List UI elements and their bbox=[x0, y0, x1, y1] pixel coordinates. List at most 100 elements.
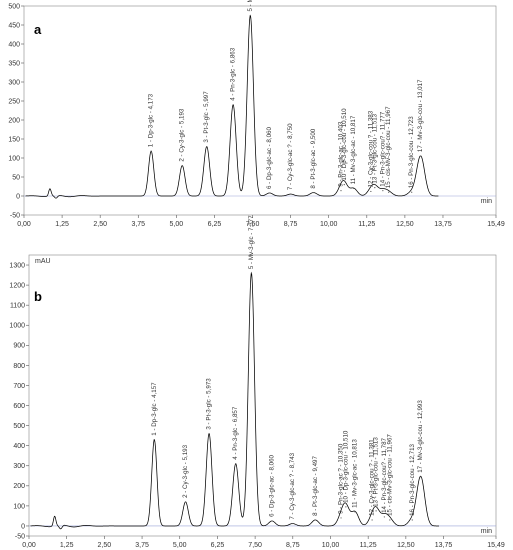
peak-marker bbox=[353, 187, 355, 189]
peak-label: 8 - Pt-3-glc-ac - 9,500 bbox=[310, 128, 317, 188]
x-tick-label: 10,00 bbox=[320, 221, 338, 228]
x-tick-label: 0,00 bbox=[22, 542, 36, 549]
y-tick-label: 400 bbox=[8, 41, 20, 48]
peak-label: 11 - Mv-3-glc-ac - 10,813 bbox=[352, 439, 359, 508]
peak-label: 1 - Dp-3-glc - 4,157 bbox=[151, 382, 158, 436]
peak-marker bbox=[340, 517, 342, 519]
peak-marker bbox=[374, 187, 376, 189]
y-tick-label: 400 bbox=[13, 443, 25, 450]
peak-marker bbox=[271, 520, 273, 522]
peak-label: 15 - cis-Mv-3-glc-cou - 11,967 bbox=[385, 106, 392, 188]
peak-label: 6 - Dp-3-glc-ac - 8,060 bbox=[269, 454, 276, 516]
x-tick-label: 11,25 bbox=[360, 542, 377, 549]
peak-label: 11 - Mv-3-glc-ac - 10,817 bbox=[350, 115, 357, 184]
y-tick-label: 50 bbox=[12, 174, 20, 181]
peak-label: 12 - Cy-3-glc-cou ? - 11,381 bbox=[369, 439, 376, 516]
y-tick-label: 250 bbox=[8, 98, 20, 105]
x-tick-label: 5,00 bbox=[170, 221, 184, 228]
peak-marker bbox=[208, 433, 210, 435]
y-tick-label: 900 bbox=[13, 343, 25, 350]
peak-marker bbox=[232, 104, 234, 106]
y-tick-label: 1100 bbox=[10, 303, 25, 310]
peak-marker bbox=[420, 155, 422, 157]
peak-label: 1 - Dp-3-glc - 4,173 bbox=[148, 93, 155, 147]
peak-marker bbox=[388, 191, 390, 193]
peak-marker bbox=[411, 191, 413, 193]
peak-label: 7 - Cy-3-glc-ac ? - 8,743 bbox=[289, 452, 296, 519]
peak-marker bbox=[249, 14, 251, 17]
y-tick-label: 600 bbox=[13, 403, 25, 410]
y-tick-label: -50 bbox=[15, 533, 25, 540]
x-tick-label: 0,00 bbox=[17, 221, 31, 228]
chart-panel-b: -50 0 100 200 300 400 500 600 700 800 900 1000 1100 1… bbox=[9, 215, 504, 549]
y-tick-label: 0 bbox=[21, 523, 25, 530]
x-tick-label: 1,25 bbox=[55, 221, 69, 228]
peak-label: 9 - Pn-3-glc-ac ? - 10,350 bbox=[338, 443, 345, 514]
x-axis-unit: min bbox=[481, 198, 492, 205]
peak-label: 10 - Dp-3-glc-cou - 10,510 bbox=[342, 430, 349, 503]
peak-label: 17 - Mv-3-glc-cou - 13,017 bbox=[417, 79, 424, 152]
peak-label: 5 - Mv-3-glc - 7,427 bbox=[247, 0, 254, 12]
y-tick-label: 450 bbox=[8, 22, 20, 29]
x-tick-label: 13,75 bbox=[435, 542, 453, 549]
y-tick-label: 800 bbox=[13, 363, 25, 370]
plot-frame bbox=[23, 5, 497, 216]
peak-label: 7 - Cy-3-glc-ac ? - 8,750 bbox=[287, 123, 294, 190]
y-tick-label: 1200 bbox=[9, 283, 25, 290]
y-tick-label: 100 bbox=[13, 503, 25, 510]
peak-label: 16 - Pn-3-glc-cou - 12,713 bbox=[409, 443, 416, 515]
y-tick-label: 100 bbox=[8, 155, 20, 162]
x-tick-label: 6,25 bbox=[208, 221, 222, 228]
peak-marker bbox=[312, 191, 315, 194]
x-tick-label: 2,50 bbox=[98, 542, 112, 549]
peak-label: 5 - Mv-3-glc - 7,377 bbox=[248, 215, 255, 269]
x-tick-label: 15,49 bbox=[487, 221, 505, 228]
x-tick-label: 8,75 bbox=[286, 542, 300, 549]
peak-label: 6 - Dp-3-glc-ac - 8,060 bbox=[266, 127, 273, 189]
peak-label: 8 - Pt-3-glc-ac - 9,497 bbox=[312, 456, 319, 516]
y-tick-label: 300 bbox=[13, 463, 25, 470]
y-tick-label: 1000 bbox=[9, 323, 25, 330]
peak-marker bbox=[383, 516, 385, 518]
peak-marker bbox=[371, 519, 373, 521]
peak-label: 16 - Pn-3-glc-cou - 12,723 bbox=[408, 116, 415, 188]
x-tick-label: 12,50 bbox=[397, 542, 415, 549]
peak-marker bbox=[153, 439, 155, 441]
x-tick-label: 8,75 bbox=[284, 221, 298, 228]
peak-marker bbox=[343, 184, 345, 186]
x-tick-label: 7,50 bbox=[246, 221, 260, 228]
y-tick-label: 700 bbox=[13, 383, 25, 390]
peak-label: 12 - Cy-3-glc-cou ? - 11,383 bbox=[367, 110, 374, 187]
peak-label: 13 - Pt-3-glc-cou - 11,513 bbox=[373, 437, 380, 507]
peak-label: 3 - Pt-3-glc - 5,997 bbox=[203, 91, 210, 143]
y-tick-label: -50 bbox=[10, 212, 20, 219]
x-axis-unit: min bbox=[481, 528, 492, 535]
peak-marker bbox=[235, 463, 237, 465]
y-tick-label: 500 bbox=[8, 3, 20, 10]
peak-marker bbox=[411, 519, 413, 521]
peak-marker bbox=[291, 522, 294, 525]
peak-label: 17 - Mv-3-glc-cou - 12,993 bbox=[417, 400, 424, 473]
x-tick-label: 11,25 bbox=[358, 221, 375, 228]
peak-marker bbox=[345, 506, 347, 508]
peak-label: 3 - Pt-3-glc - 5,973 bbox=[206, 378, 213, 430]
peak-marker bbox=[150, 150, 152, 152]
x-tick-label: 3,75 bbox=[131, 221, 145, 228]
peak-label: 10 - Dp-3-glc-cou - 10,510 bbox=[341, 108, 348, 181]
x-tick-label: 3,75 bbox=[135, 542, 149, 549]
peak-marker bbox=[206, 146, 208, 148]
peak-label: 4 - Pn-3-glc - 6,857 bbox=[232, 406, 239, 460]
peak-marker bbox=[184, 501, 187, 503]
x-tick-label: 13,75 bbox=[434, 221, 452, 228]
y-tick-label: 150 bbox=[8, 136, 20, 143]
x-tick-label: 10,00 bbox=[322, 542, 340, 549]
peak-marker bbox=[250, 272, 253, 274]
peak-marker bbox=[382, 190, 384, 192]
peak-marker bbox=[340, 190, 342, 192]
chart-panel-a: -50 0 50 100 150 200 250 300 350 400 450 500 0,00 1,2… bbox=[8, 0, 505, 228]
peak-marker bbox=[389, 519, 391, 521]
peak-label: 13 - Pt-3-glc-cou - 11,513 bbox=[371, 113, 378, 183]
y-tick-label: 500 bbox=[13, 423, 25, 430]
x-tick-label: 2,50 bbox=[93, 221, 107, 228]
